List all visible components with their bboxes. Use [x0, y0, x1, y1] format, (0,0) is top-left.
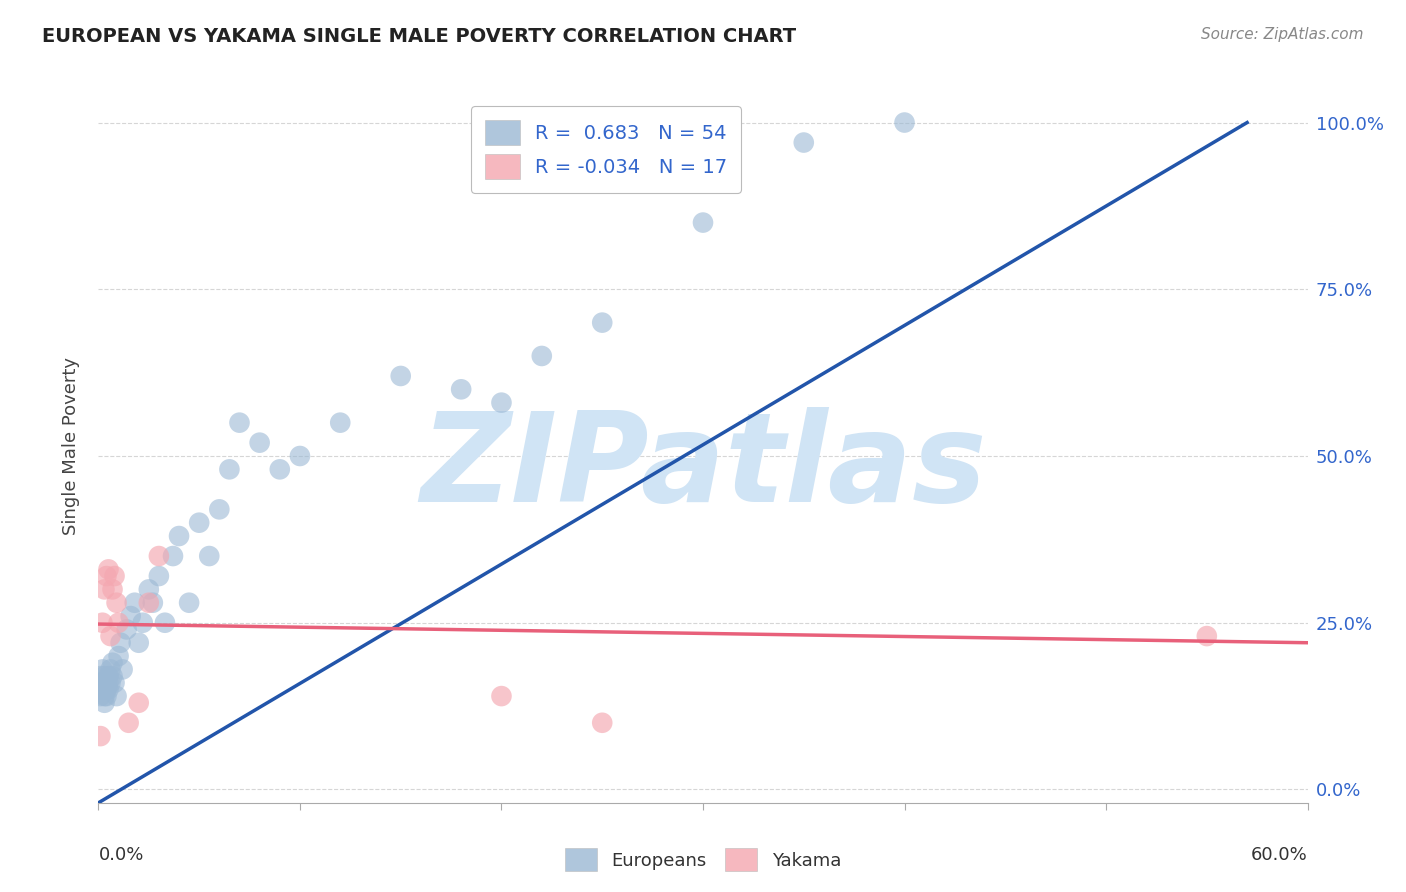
- Point: [1195, 629, 1218, 643]
- Point: [153, 615, 176, 630]
- Point: [96, 689, 118, 703]
- Point: [101, 656, 124, 670]
- Point: [138, 582, 160, 597]
- Point: [96, 682, 118, 697]
- Point: [530, 349, 553, 363]
- Point: [107, 649, 129, 664]
- Point: [167, 529, 190, 543]
- Point: [591, 316, 613, 330]
- Point: [91, 662, 114, 676]
- Point: [591, 715, 613, 730]
- Point: [228, 416, 250, 430]
- Point: [89, 682, 111, 697]
- Point: [389, 368, 412, 383]
- Point: [115, 623, 138, 637]
- Point: [101, 582, 124, 597]
- Point: [96, 675, 118, 690]
- Point: [218, 462, 240, 476]
- Point: [120, 609, 142, 624]
- Point: [100, 675, 122, 690]
- Point: [91, 682, 114, 697]
- Point: [96, 569, 118, 583]
- Point: [101, 669, 124, 683]
- Point: [97, 669, 120, 683]
- Point: [138, 596, 160, 610]
- Point: [100, 662, 122, 676]
- Point: [93, 696, 115, 710]
- Point: [89, 669, 111, 683]
- Point: [329, 416, 352, 430]
- Point: [450, 382, 472, 396]
- Point: [110, 636, 132, 650]
- Point: [288, 449, 311, 463]
- Text: 60.0%: 60.0%: [1251, 847, 1308, 864]
- Point: [105, 689, 128, 703]
- Point: [692, 216, 714, 230]
- Point: [100, 629, 122, 643]
- Text: 0.0%: 0.0%: [98, 847, 143, 864]
- Point: [93, 689, 115, 703]
- Y-axis label: Single Male Poverty: Single Male Poverty: [62, 357, 80, 535]
- Point: [491, 689, 513, 703]
- Point: [89, 689, 111, 703]
- Point: [107, 615, 129, 630]
- Point: [89, 675, 111, 690]
- Point: [111, 662, 134, 676]
- Point: [124, 596, 146, 610]
- Legend: Europeans, Yakama: Europeans, Yakama: [558, 841, 848, 879]
- Point: [162, 549, 184, 563]
- Point: [91, 615, 114, 630]
- Point: [148, 569, 170, 583]
- Point: [491, 395, 513, 409]
- Point: [128, 696, 150, 710]
- Point: [118, 715, 141, 730]
- Point: [97, 562, 120, 576]
- Point: [128, 636, 150, 650]
- Legend: R =  0.683   N = 54, R = -0.034   N = 17: R = 0.683 N = 54, R = -0.034 N = 17: [471, 106, 741, 193]
- Point: [132, 615, 155, 630]
- Point: [93, 582, 115, 597]
- Point: [179, 596, 201, 610]
- Point: [249, 435, 271, 450]
- Point: [188, 516, 211, 530]
- Text: EUROPEAN VS YAKAMA SINGLE MALE POVERTY CORRELATION CHART: EUROPEAN VS YAKAMA SINGLE MALE POVERTY C…: [42, 27, 796, 45]
- Point: [198, 549, 221, 563]
- Point: [142, 596, 165, 610]
- Point: [893, 115, 915, 129]
- Point: [148, 549, 170, 563]
- Point: [793, 136, 815, 150]
- Point: [97, 682, 120, 697]
- Point: [103, 569, 125, 583]
- Text: Source: ZipAtlas.com: Source: ZipAtlas.com: [1201, 27, 1364, 42]
- Point: [91, 675, 114, 690]
- Point: [97, 675, 120, 690]
- Point: [93, 669, 115, 683]
- Text: ZIPatlas: ZIPatlas: [420, 407, 986, 528]
- Point: [269, 462, 291, 476]
- Point: [208, 502, 231, 516]
- Point: [103, 675, 125, 690]
- Point: [89, 729, 111, 743]
- Point: [105, 596, 128, 610]
